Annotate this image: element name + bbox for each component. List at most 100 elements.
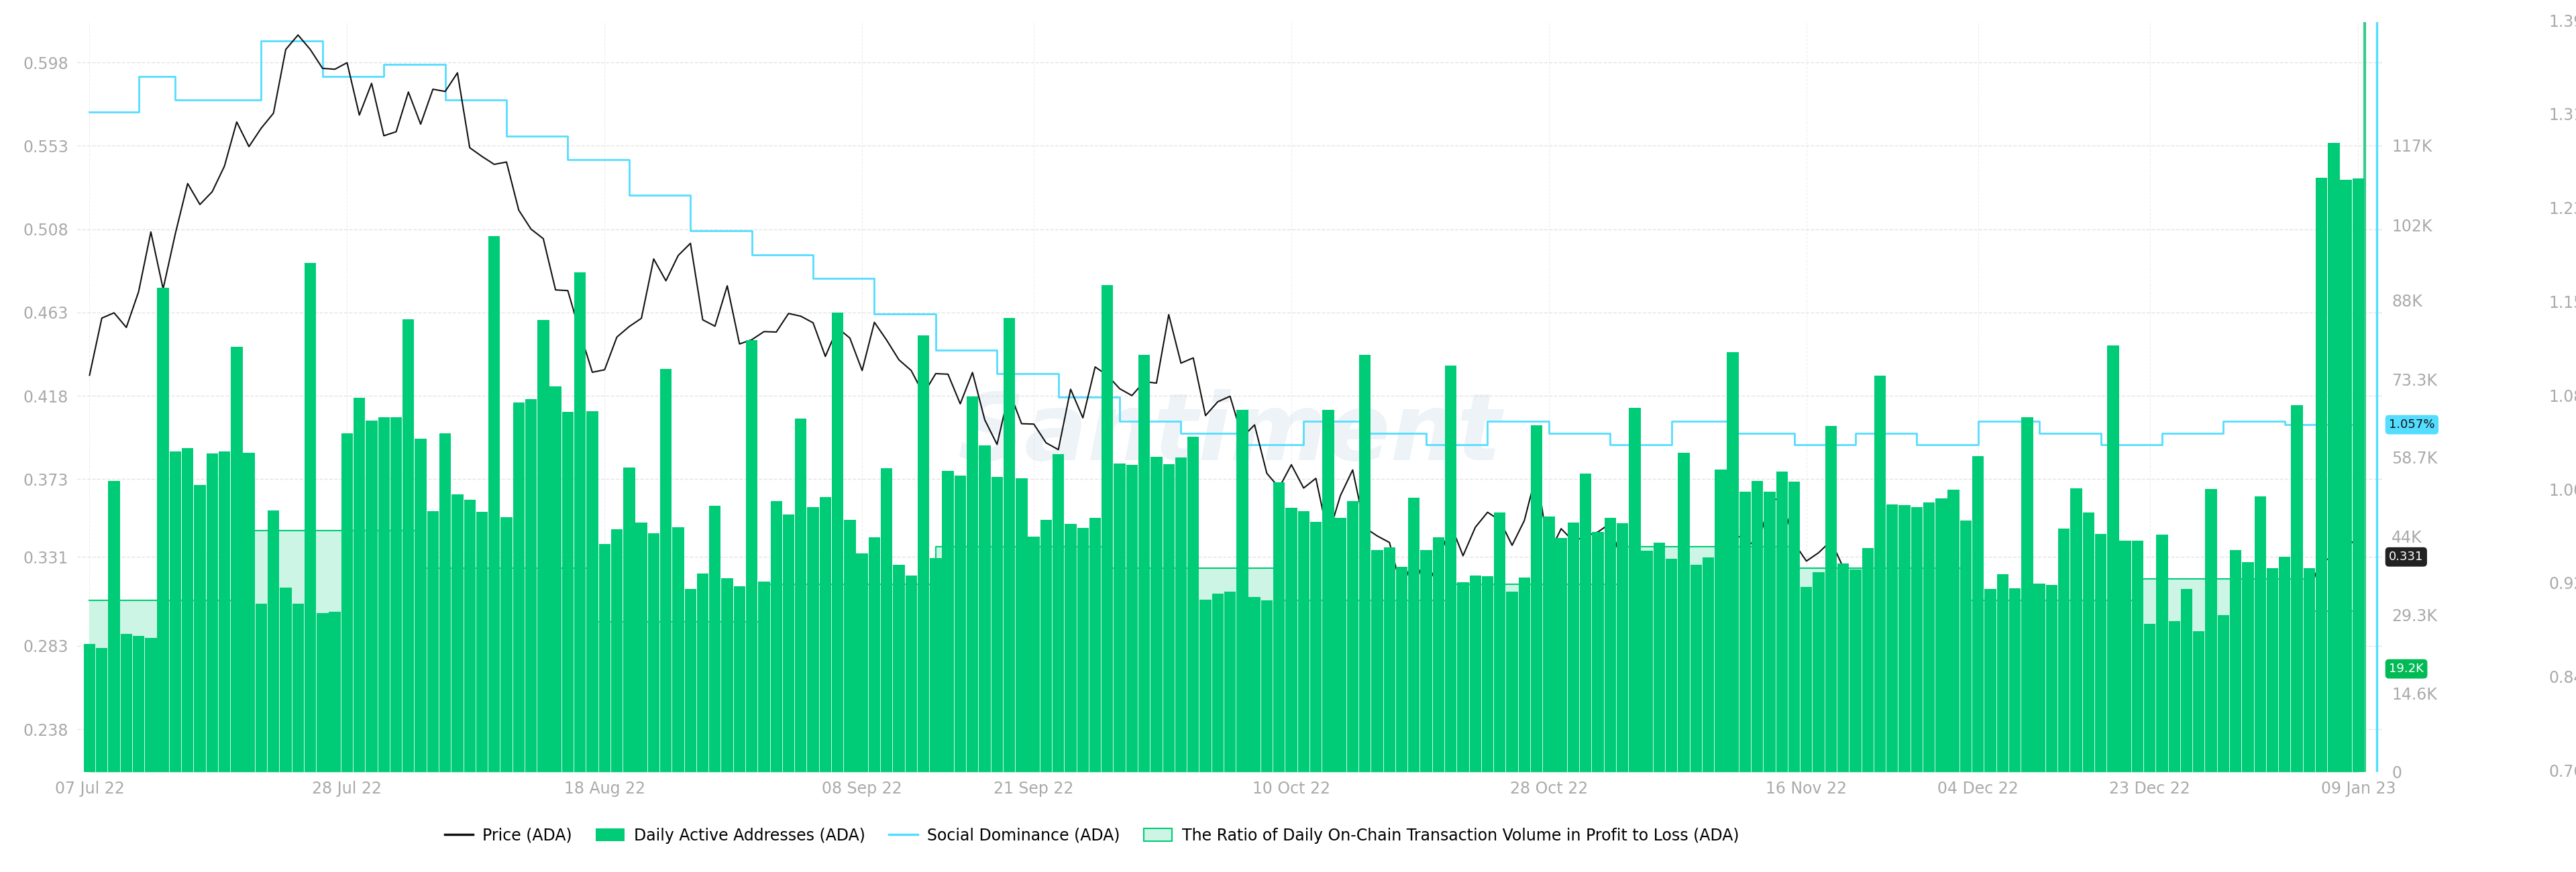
Bar	[1360, 355, 1370, 772]
Bar	[1801, 587, 1814, 772]
Bar	[698, 573, 708, 772]
Bar	[291, 603, 304, 772]
Bar	[1850, 569, 1862, 772]
Bar	[82, 644, 95, 772]
Bar	[232, 347, 242, 772]
Bar	[95, 648, 108, 772]
Bar	[1911, 507, 1922, 772]
Text: 1.159%: 1.159%	[2548, 296, 2576, 311]
Bar	[1468, 576, 1481, 772]
Bar	[1334, 518, 1347, 772]
Bar	[1739, 492, 1752, 772]
Bar	[2329, 143, 2339, 772]
Bar	[598, 544, 611, 772]
Bar	[708, 506, 721, 772]
Bar	[1703, 557, 1713, 772]
Bar	[2267, 568, 2277, 772]
Bar	[1752, 481, 1762, 772]
Bar	[1347, 501, 1358, 772]
Bar	[1041, 520, 1051, 772]
Bar	[500, 517, 513, 772]
Text: 1.001%: 1.001%	[2548, 483, 2576, 500]
Bar	[1126, 465, 1139, 772]
Bar	[1396, 567, 1406, 772]
Bar	[1984, 589, 1996, 772]
Bar	[1996, 574, 2009, 772]
Bar	[1211, 594, 1224, 772]
Bar	[1445, 365, 1455, 772]
Bar	[1726, 352, 1739, 772]
Bar	[402, 319, 415, 772]
Text: 0.923%: 0.923%	[2548, 576, 2576, 592]
Bar	[2120, 541, 2130, 772]
Bar	[1432, 537, 1445, 772]
Bar	[770, 501, 783, 772]
Bar	[685, 589, 696, 772]
Bar	[1311, 521, 1321, 772]
Bar	[1579, 473, 1592, 772]
Bar	[1139, 355, 1149, 772]
Bar	[428, 511, 438, 772]
Bar	[108, 481, 121, 772]
Bar	[1162, 465, 1175, 772]
Bar	[943, 471, 953, 772]
Bar	[1765, 492, 1775, 772]
Bar	[1690, 565, 1703, 772]
Bar	[1973, 456, 1984, 772]
Text: Santiment: Santiment	[958, 389, 1502, 480]
Bar	[549, 386, 562, 772]
Bar	[1494, 513, 1504, 772]
Bar	[1370, 550, 1383, 772]
Bar	[747, 340, 757, 772]
Bar	[2009, 588, 2020, 772]
Bar	[1200, 599, 1211, 772]
Bar	[1569, 522, 1579, 772]
Bar	[1677, 453, 1690, 772]
Bar	[2156, 535, 2169, 772]
Bar	[1028, 537, 1041, 772]
Bar	[1113, 463, 1126, 772]
Bar	[353, 398, 366, 772]
Bar	[796, 419, 806, 772]
Bar	[538, 320, 549, 772]
Bar	[2241, 562, 2254, 772]
Bar	[979, 446, 992, 772]
Bar	[242, 453, 255, 772]
Bar	[1262, 601, 1273, 772]
Bar	[268, 510, 278, 772]
Text: 1.238%: 1.238%	[2548, 201, 2576, 218]
Bar	[1899, 505, 1911, 772]
Bar	[1654, 542, 1664, 772]
Bar	[1667, 559, 1677, 772]
Bar	[1005, 318, 1015, 772]
Bar	[144, 638, 157, 772]
Bar	[966, 397, 979, 772]
Bar	[1826, 426, 1837, 772]
Bar	[845, 520, 855, 772]
Bar	[587, 412, 598, 772]
Bar	[1015, 479, 1028, 772]
Bar	[832, 313, 842, 772]
Bar	[1151, 457, 1162, 772]
Bar	[183, 448, 193, 772]
Bar	[134, 636, 144, 772]
Bar	[623, 467, 634, 772]
Bar	[2022, 417, 2032, 772]
Bar	[1064, 524, 1077, 772]
Bar	[2316, 178, 2326, 772]
Bar	[1175, 458, 1188, 772]
Bar	[2169, 621, 2179, 772]
Bar	[1886, 505, 1899, 772]
Bar	[2218, 616, 2228, 772]
Bar	[636, 522, 647, 772]
Bar	[659, 369, 672, 772]
Bar	[2143, 624, 2156, 772]
Bar	[526, 399, 536, 772]
Bar	[894, 565, 904, 772]
Bar	[1618, 523, 1628, 772]
Bar	[1556, 538, 1566, 772]
Bar	[1592, 532, 1605, 772]
Bar	[2231, 550, 2241, 772]
Text: 1.057%: 1.057%	[2388, 419, 2434, 431]
Text: 19.2K: 19.2K	[2388, 663, 2424, 675]
